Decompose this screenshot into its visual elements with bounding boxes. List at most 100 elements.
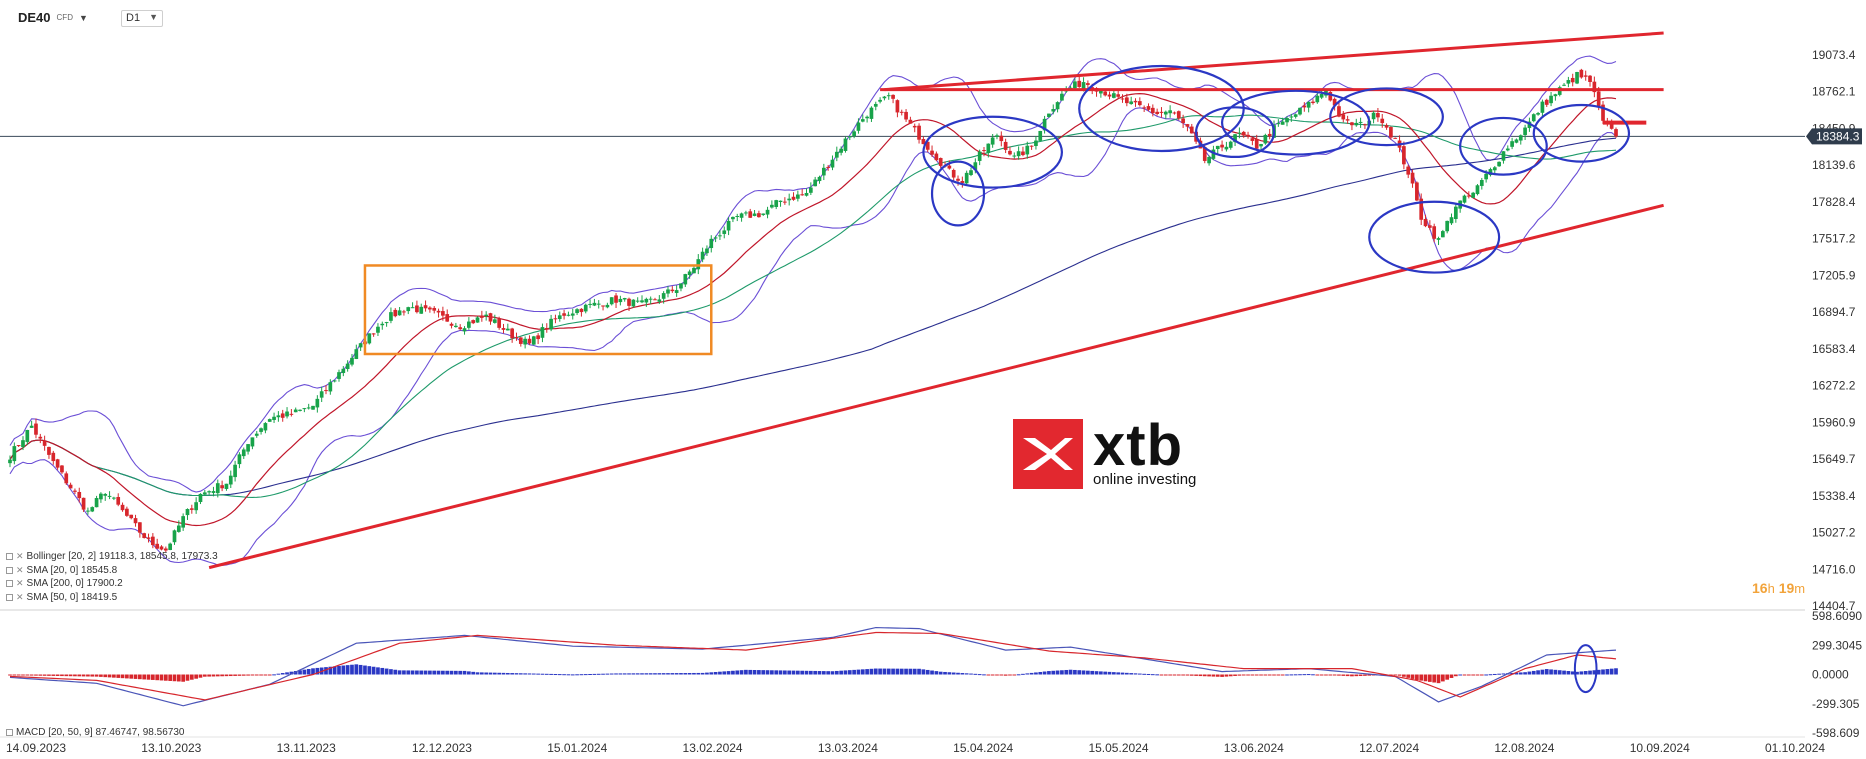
candle-body: [1298, 107, 1302, 115]
lower-trendline[interactable]: [208, 203, 1664, 570]
macd-y-tick-label: 0.0000: [1812, 668, 1849, 682]
macd-bar: [1107, 671, 1112, 675]
timeframe-select[interactable]: D1 ▼: [121, 10, 163, 27]
candle-body: [103, 494, 108, 496]
macd-bar: [886, 668, 891, 675]
upper-trendline[interactable]: [884, 31, 1664, 92]
macd-bar: [42, 674, 47, 676]
legend-item-sma200[interactable]: ✕ SMA [200, 0] 17900.2: [6, 577, 218, 591]
macd-bar: [986, 674, 991, 676]
candle-body: [761, 213, 766, 215]
candle-body: [415, 305, 419, 313]
highlight-circle[interactable]: [1459, 116, 1548, 176]
macd-bar: [1172, 674, 1177, 676]
macd-bar: [25, 674, 30, 676]
macd-bar: [272, 674, 276, 676]
candle-body: [1181, 118, 1185, 124]
macd-bar: [1116, 672, 1121, 675]
highlight-circle[interactable]: [1329, 87, 1444, 147]
candle-body: [817, 176, 822, 182]
candle-body: [306, 407, 311, 409]
close-icon[interactable]: ✕: [16, 591, 24, 602]
legend-item-macd[interactable]: MACD [20, 50, 9] 87.46747, 98.56730: [6, 727, 184, 738]
candle-body: [90, 507, 95, 512]
candle-body: [1150, 107, 1155, 114]
candle-body: [1241, 131, 1246, 136]
candle-body: [1129, 101, 1134, 105]
macd-bar: [1445, 674, 1450, 680]
legend-label: SMA [20, 0] 18545.8: [26, 564, 118, 576]
highlight-circle[interactable]: [1220, 89, 1371, 156]
candle-body: [1505, 148, 1510, 151]
consolidation-box[interactable]: [363, 264, 713, 356]
candle-body: [1492, 167, 1497, 171]
highlight-circle[interactable]: [1368, 200, 1501, 274]
macd-bar: [185, 674, 190, 681]
highlight-circle[interactable]: [922, 115, 1064, 189]
legend-item-bollinger[interactable]: ✕ Bollinger [20, 2] 19118.3, 18545.8, 179…: [6, 550, 218, 564]
candle-body: [752, 213, 757, 216]
legend-item-sma50[interactable]: ✕ SMA [50, 0] 18419.5: [6, 591, 218, 605]
close-icon[interactable]: ✕: [16, 578, 24, 588]
timeframe-value: D1: [126, 12, 141, 24]
symbol-selector[interactable]: DE40 CFD ▼: [18, 10, 88, 25]
macd-bar: [990, 674, 995, 676]
candle-body: [796, 194, 800, 199]
settings-icon[interactable]: [6, 593, 13, 601]
macd-bar: [73, 674, 77, 677]
candle-body: [1363, 124, 1367, 126]
macd-bar: [1237, 674, 1242, 676]
macd-bar: [761, 670, 766, 675]
macd-bar: [1389, 674, 1393, 676]
macd-bar: [181, 674, 185, 682]
candle-body: [263, 423, 268, 431]
macd-highlight-circle[interactable]: [1573, 644, 1598, 694]
candle-body: [181, 516, 185, 528]
macd-bar: [1276, 674, 1281, 676]
last-price-text: 18384.3: [1816, 129, 1860, 143]
macd-bar: [328, 666, 333, 675]
macd-bar: [1198, 674, 1203, 677]
settings-icon[interactable]: [6, 580, 13, 588]
candle-body: [1073, 81, 1077, 89]
highlight-circle[interactable]: [1532, 103, 1631, 163]
candle-body: [1280, 121, 1285, 125]
logo-tagline: online investing: [1093, 471, 1197, 488]
y-tick-label: 17517.2: [1812, 232, 1856, 246]
candle-body: [51, 452, 56, 462]
macd-bar: [735, 670, 740, 675]
macd-bar: [1073, 669, 1077, 675]
macd-bar: [826, 671, 830, 675]
highlight-circle[interactable]: [930, 160, 986, 227]
candle-body: [1060, 93, 1064, 101]
macd-bar: [1449, 674, 1454, 678]
candle-body: [1202, 147, 1207, 161]
candle-body: [1428, 225, 1432, 228]
candle-body: [202, 492, 207, 495]
macd-bar: [839, 670, 843, 675]
candle-body: [826, 166, 830, 168]
settings-icon[interactable]: [6, 729, 13, 736]
settings-icon[interactable]: [6, 553, 13, 561]
macd-bar: [419, 670, 424, 675]
candle-body: [38, 436, 43, 439]
macd-bar: [1458, 674, 1463, 676]
macd-bar: [415, 670, 419, 675]
candle-body: [159, 546, 164, 550]
candle-body: [34, 423, 38, 435]
legend-item-sma20[interactable]: ✕ SMA [20, 0] 18545.8: [6, 564, 218, 578]
macd-bar: [1051, 670, 1056, 675]
highlight-circle[interactable]: [1195, 106, 1276, 158]
candle-body: [1103, 91, 1108, 96]
close-icon[interactable]: ✕: [16, 564, 24, 575]
macd-bar: [68, 674, 73, 677]
candle-body: [956, 178, 960, 181]
candle-body: [315, 398, 320, 408]
candle-body: [834, 151, 839, 158]
candle-body: [246, 444, 250, 452]
macd-bar: [1527, 671, 1532, 675]
close-icon[interactable]: ✕: [16, 551, 24, 561]
settings-icon[interactable]: [6, 566, 13, 574]
macd-bar: [34, 674, 38, 676]
